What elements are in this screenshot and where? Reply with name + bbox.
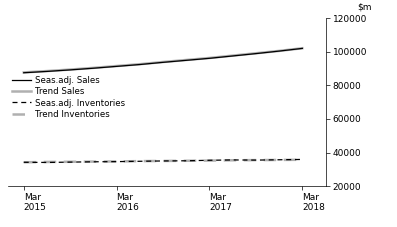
Text: $m: $m (357, 2, 372, 11)
Legend: Seas.adj. Sales, Trend Sales, Seas.adj. Inventories, Trend Inventories: Seas.adj. Sales, Trend Sales, Seas.adj. … (12, 76, 125, 119)
